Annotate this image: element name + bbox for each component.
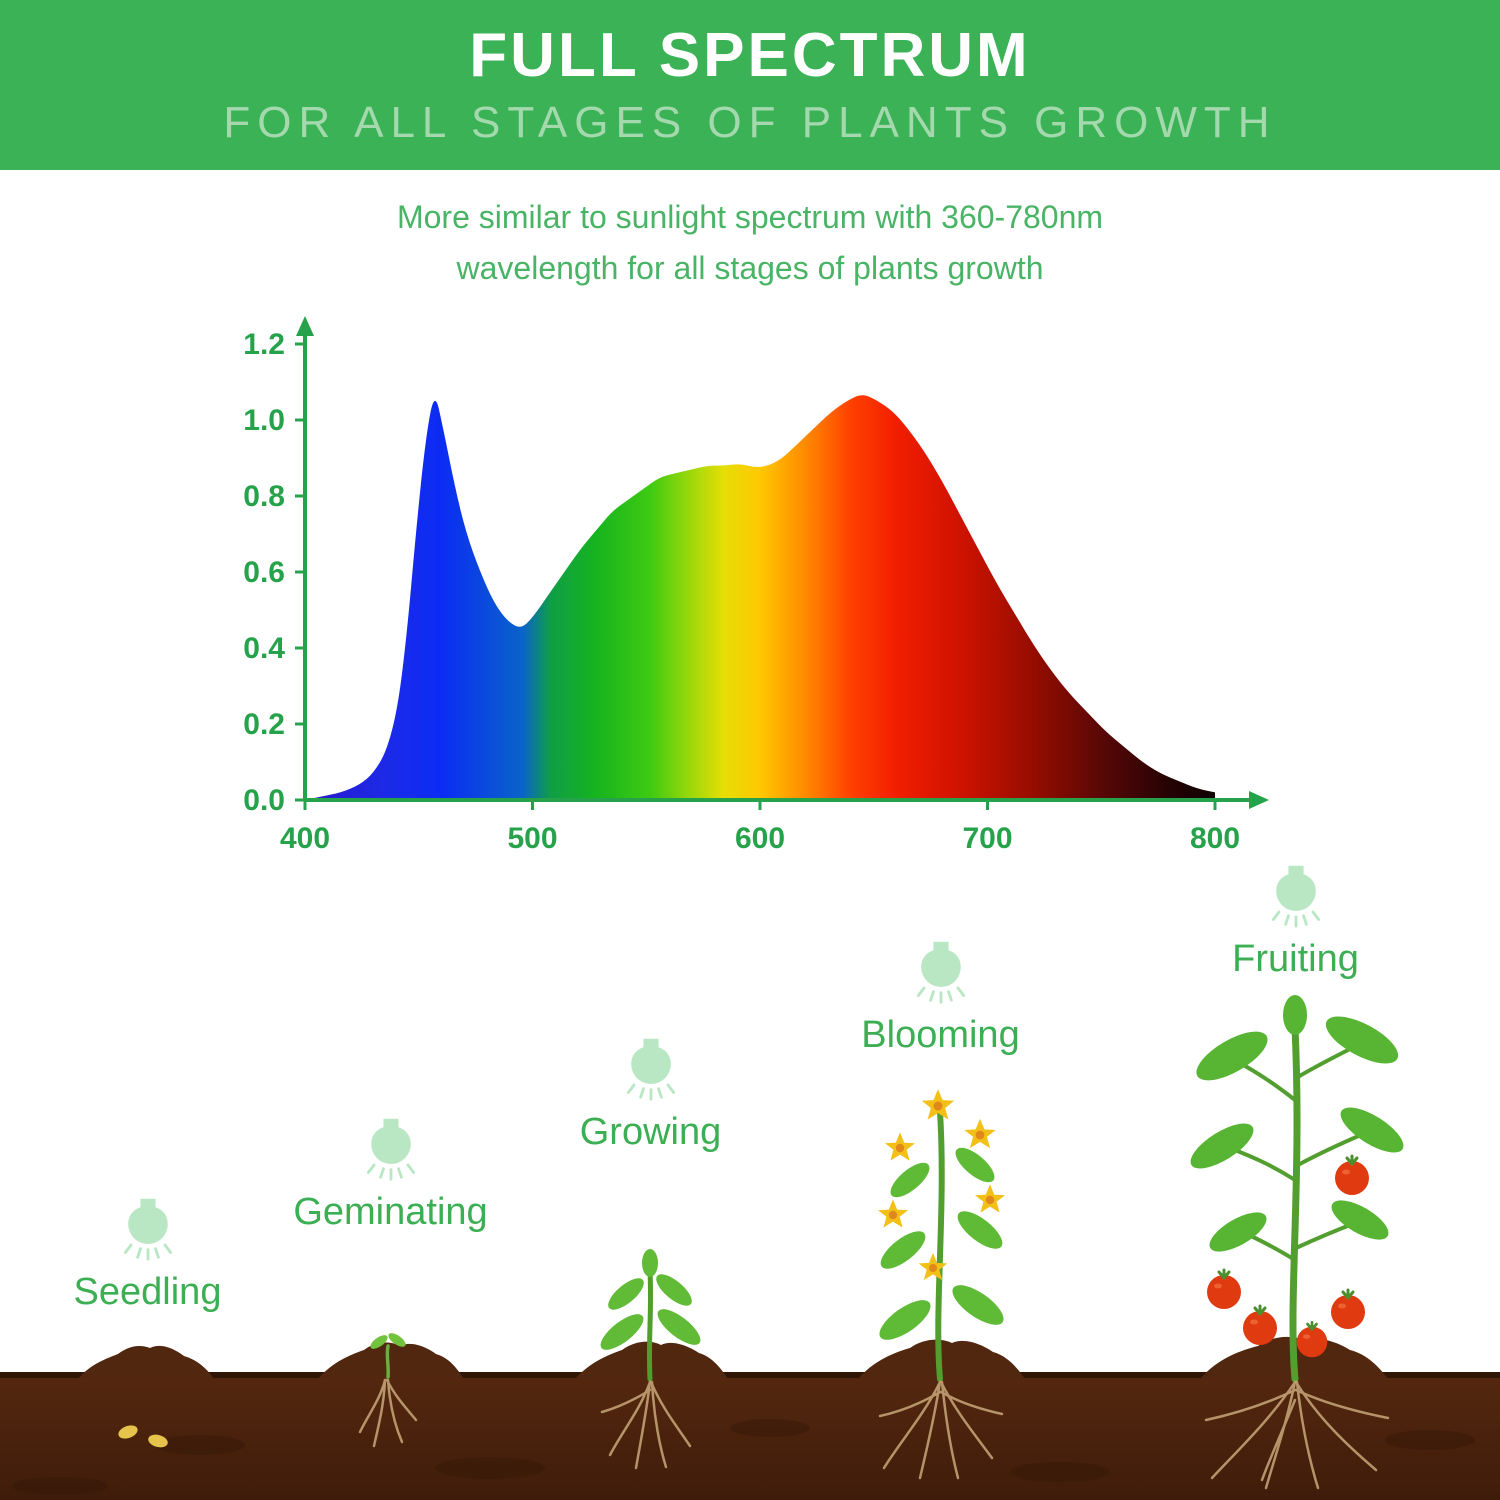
roots (878, 1380, 1004, 1480)
header-banner: FULL SPECTRUM FOR ALL STAGES OF PLANTS G… (0, 0, 1500, 170)
growing-illustration (575, 1249, 728, 1470)
x-axis-arrow-icon (1249, 791, 1269, 809)
roots (1204, 1380, 1390, 1490)
x-tick-label: 500 (507, 822, 557, 855)
sprout (370, 1333, 406, 1379)
fruiting-illustration (1190, 995, 1404, 1490)
x-tick-label: 800 (1190, 822, 1240, 855)
x-tick-label: 600 (735, 822, 785, 855)
page-title: FULL SPECTRUM (469, 20, 1031, 90)
roots (358, 1378, 418, 1448)
intro-line-2: wavelength for all stages of plants grow… (456, 250, 1044, 287)
seeds-icon (118, 1425, 168, 1448)
tomato-plant (1190, 995, 1404, 1383)
spectrum-chart: 0.0 0.2 0.4 0.6 0.8 1.0 1.2 400 500 600 700 800 (225, 300, 1285, 875)
chart-axes (296, 316, 1269, 809)
soil-strip (0, 1372, 1500, 1500)
x-tick-label: 700 (962, 822, 1012, 855)
young-plant (600, 1249, 701, 1382)
flowering-plant (878, 1089, 1005, 1382)
plant-growth-scene (0, 995, 1500, 1500)
y-tick-label: 1.2 (243, 328, 285, 361)
blooming-illustration (858, 1089, 1025, 1480)
seedling-soil-mound (78, 1345, 214, 1379)
y-tick-label: 1.0 (243, 404, 285, 437)
spectrum-area (305, 395, 1215, 800)
soil-texture (12, 1419, 1475, 1495)
geminating-illustration (318, 1333, 464, 1448)
intro-text: More similar to sunlight spectrum with 3… (0, 192, 1500, 294)
y-tick-label: 0.2 (243, 708, 285, 741)
page-subtitle: FOR ALL STAGES OF PLANTS GROWTH (223, 98, 1277, 148)
roots (600, 1380, 692, 1470)
y-tick-label: 0.8 (243, 480, 285, 513)
geminating-soil-mound (318, 1342, 464, 1379)
x-tick-label: 400 (280, 822, 330, 855)
intro-line-1: More similar to sunlight spectrum with 3… (396, 199, 1104, 235)
spectrum-chart-svg: 0.0 0.2 0.4 0.6 0.8 1.0 1.2 400 500 600 700 800 (243, 316, 1269, 855)
y-tick-label: 0.4 (243, 632, 285, 665)
seedling-illustration (78, 1345, 214, 1448)
y-tick-label: 0.6 (243, 556, 285, 589)
y-axis-arrow-icon (296, 316, 314, 336)
y-tick-label: 0.0 (243, 784, 285, 817)
chart-ticks: 0.0 0.2 0.4 0.6 0.8 1.0 1.2 400 500 600 700 800 (243, 328, 1240, 855)
